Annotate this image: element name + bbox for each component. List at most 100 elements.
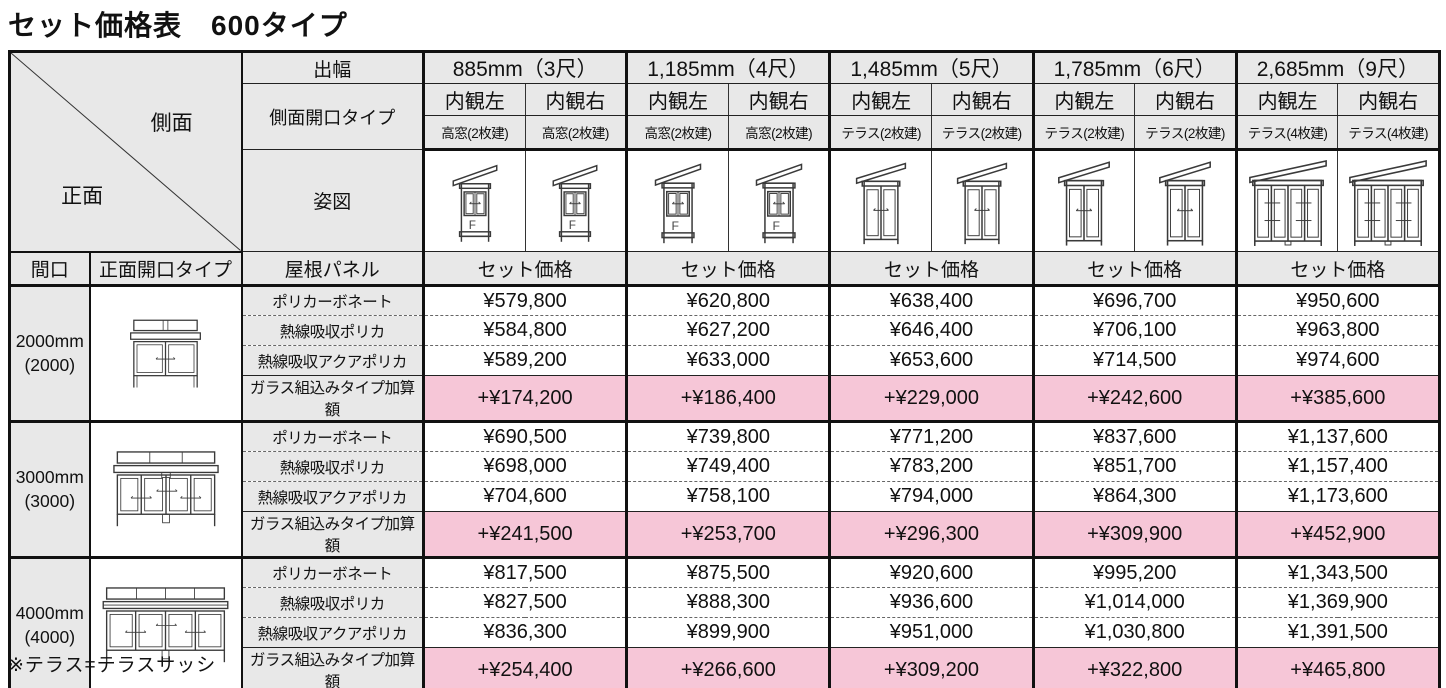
maguchi-cell: 4000mm (4000) xyxy=(8,556,91,688)
view-left-label: 内観左 xyxy=(625,83,729,116)
set-price-cell: ¥1,369,900 xyxy=(1234,587,1441,618)
set-price-cell: ¥1,014,000 xyxy=(1031,587,1238,618)
set-price-cell: ¥589,200 xyxy=(421,345,629,376)
subtype-label: テラス(2枚建) xyxy=(1031,115,1136,151)
diagonal-divider xyxy=(11,53,241,251)
set-price-cell: ¥704,600 xyxy=(421,481,629,512)
set-price-cell: ¥899,900 xyxy=(625,617,832,648)
price-row: ガラス組込みタイプ加算額 +¥174,200 +¥186,400 +¥229,000 +… xyxy=(10,375,1441,422)
glass-addon-price-cell: +¥322,800 xyxy=(1031,647,1238,688)
figure-row: 姿図 xyxy=(10,149,1441,252)
set-price-cell: ¥771,200 xyxy=(828,420,1035,452)
maguchi-value: 4000mm xyxy=(15,602,84,623)
set-price-cell: ¥936,600 xyxy=(828,587,1035,618)
side-terrace2-left-icon xyxy=(828,149,932,252)
view-right-label: 内観右 xyxy=(727,83,832,116)
price-row: ガラス組込みタイプ加算額 +¥254,400 +¥266,600 +¥309,200 +… xyxy=(10,647,1441,688)
roof-panel-label: 熱線吸収アクアポリカ xyxy=(240,481,425,512)
set-price-cell: ¥1,137,600 xyxy=(1234,420,1441,452)
set-price-cell: ¥875,500 xyxy=(625,556,832,588)
roof-panel-label: 熱線吸収アクアポリカ xyxy=(240,345,425,376)
price-row: 熱線吸収アクアポリカ ¥704,600 ¥758,100 ¥794,000 ¥864,3… xyxy=(10,481,1441,512)
price-row: 4000mm (4000) ポリカーボネート ¥817,500 ¥875,500 ¥920… xyxy=(8,556,1441,688)
view-right-label: 内観右 xyxy=(524,83,629,116)
set-price-cell: ¥794,000 xyxy=(828,481,1035,512)
depth-value: 1,185mm（4尺） xyxy=(625,50,832,84)
side-terrace4-left-icon xyxy=(1234,149,1339,252)
side-highwindow-right-icon xyxy=(524,149,629,252)
depth-header-label: 出幅 xyxy=(240,50,425,84)
subtype-label: テラス(2枚建) xyxy=(828,115,932,151)
front-elevation-icon xyxy=(89,284,243,422)
set-price-cell: ¥817,500 xyxy=(421,556,629,588)
view-right-label: 内観右 xyxy=(930,83,1035,116)
roof-panel-label: ガラス組込みタイプ加算額 xyxy=(240,375,425,422)
subtype-label: テラス(4枚建) xyxy=(1337,115,1441,151)
corner-side-label: 側面 xyxy=(150,112,193,136)
front-opening-header: 正面開口タイプ xyxy=(89,251,243,287)
view-left-label: 内観左 xyxy=(828,83,932,116)
set-price-cell: ¥646,400 xyxy=(828,315,1035,346)
corner-front-label: 正面 xyxy=(61,185,104,209)
glass-addon-price-cell: +¥309,900 xyxy=(1031,511,1238,558)
maguchi-header: 間口 xyxy=(8,251,91,287)
side-highwindow-right-icon xyxy=(727,149,832,252)
price-row: ガラス組込みタイプ加算額 +¥241,500 +¥253,700 +¥296,300 +… xyxy=(10,511,1441,558)
set-price-cell: ¥698,000 xyxy=(421,451,629,482)
set-price-cell: ¥1,173,600 xyxy=(1234,481,1441,512)
depth-value: 1,785mm（6尺） xyxy=(1031,50,1238,84)
price-row: 熱線吸収ポリカ ¥698,000 ¥749,400 ¥783,200 ¥851,700 ¥… xyxy=(10,451,1441,482)
glass-addon-price-cell: +¥241,500 xyxy=(421,511,629,558)
depth-value: 2,685mm（9尺） xyxy=(1234,50,1441,84)
side-terrace2-right-icon xyxy=(930,149,1035,252)
set-price-cell: ¥714,500 xyxy=(1031,345,1238,376)
maguchi-cell: 3000mm (3000) xyxy=(8,420,91,558)
glass-addon-price-cell: +¥309,200 xyxy=(828,647,1035,688)
glass-addon-price-cell: +¥186,400 xyxy=(625,375,832,422)
set-price-cell: ¥864,300 xyxy=(1031,481,1238,512)
maguchi-sub-value: (3000) xyxy=(24,490,76,511)
price-row: 熱線吸収アクアポリカ ¥589,200 ¥633,000 ¥653,600 ¥714,5… xyxy=(10,345,1441,376)
side-highwindow-left-icon xyxy=(625,149,729,252)
set-price-cell: ¥739,800 xyxy=(625,420,832,452)
set-price-cell: ¥951,000 xyxy=(828,617,1035,648)
side-terrace2-left-icon xyxy=(1031,149,1136,252)
set-price-cell: ¥633,000 xyxy=(625,345,832,376)
roof-panel-label: 熱線吸収ポリカ xyxy=(240,587,425,618)
glass-addon-price-cell: +¥174,200 xyxy=(421,375,629,422)
glass-addon-price-cell: +¥242,600 xyxy=(1031,375,1238,422)
roof-panel-label: 熱線吸収アクアポリカ xyxy=(240,617,425,648)
subtype-label: 高窓(2枚建) xyxy=(422,115,526,151)
glass-addon-price-cell: +¥385,600 xyxy=(1234,375,1441,422)
view-left-label: 内観左 xyxy=(1234,83,1339,116)
set-price-header: セット価格 xyxy=(625,251,832,287)
glass-addon-price-cell: +¥254,400 xyxy=(421,647,629,688)
set-price-cell: ¥837,600 xyxy=(1031,420,1238,452)
set-price-cell: ¥888,300 xyxy=(625,587,832,618)
roof-panel-label: ポリカーボネート xyxy=(240,284,425,316)
maguchi-value: 2000mm xyxy=(15,330,84,351)
set-price-cell: ¥783,200 xyxy=(828,451,1035,482)
set-price-cell: ¥696,700 xyxy=(1031,284,1238,316)
price-row: 熱線吸収ポリカ ¥827,500 ¥888,300 ¥936,600 ¥1,014,00… xyxy=(10,587,1441,618)
set-price-cell: ¥1,391,500 xyxy=(1234,617,1441,648)
front-elevation-icon xyxy=(89,420,243,558)
maguchi-cell: 2000mm (2000) xyxy=(8,284,91,422)
subtype-label: 高窓(2枚建) xyxy=(625,115,729,151)
set-price-cell: ¥653,600 xyxy=(828,345,1035,376)
set-price-cell: ¥749,400 xyxy=(625,451,832,482)
side-opening-header: 側面開口タイプ xyxy=(240,83,425,150)
set-price-row: 間口 正面開口タイプ 屋根パネル セット価格 セット価格 セット価格 セット価格… xyxy=(8,251,1441,287)
set-price-cell: ¥963,800 xyxy=(1234,315,1441,346)
glass-addon-price-cell: +¥465,800 xyxy=(1234,647,1441,688)
roof-panel-header: 屋根パネル xyxy=(240,251,425,287)
maguchi-sub-value: (2000) xyxy=(24,354,76,375)
maguchi-value: 3000mm xyxy=(15,466,84,487)
glass-addon-price-cell: +¥296,300 xyxy=(828,511,1035,558)
subtype-label: 高窓(2枚建) xyxy=(727,115,832,151)
elevation-header: 姿図 xyxy=(240,149,425,252)
subtype-label: テラス(2枚建) xyxy=(930,115,1035,151)
price-table: 側面 正面 出幅 885mm（3尺） 1,185mm（4尺） 1,485mm（5… xyxy=(8,50,1441,688)
set-price-cell: ¥584,800 xyxy=(421,315,629,346)
